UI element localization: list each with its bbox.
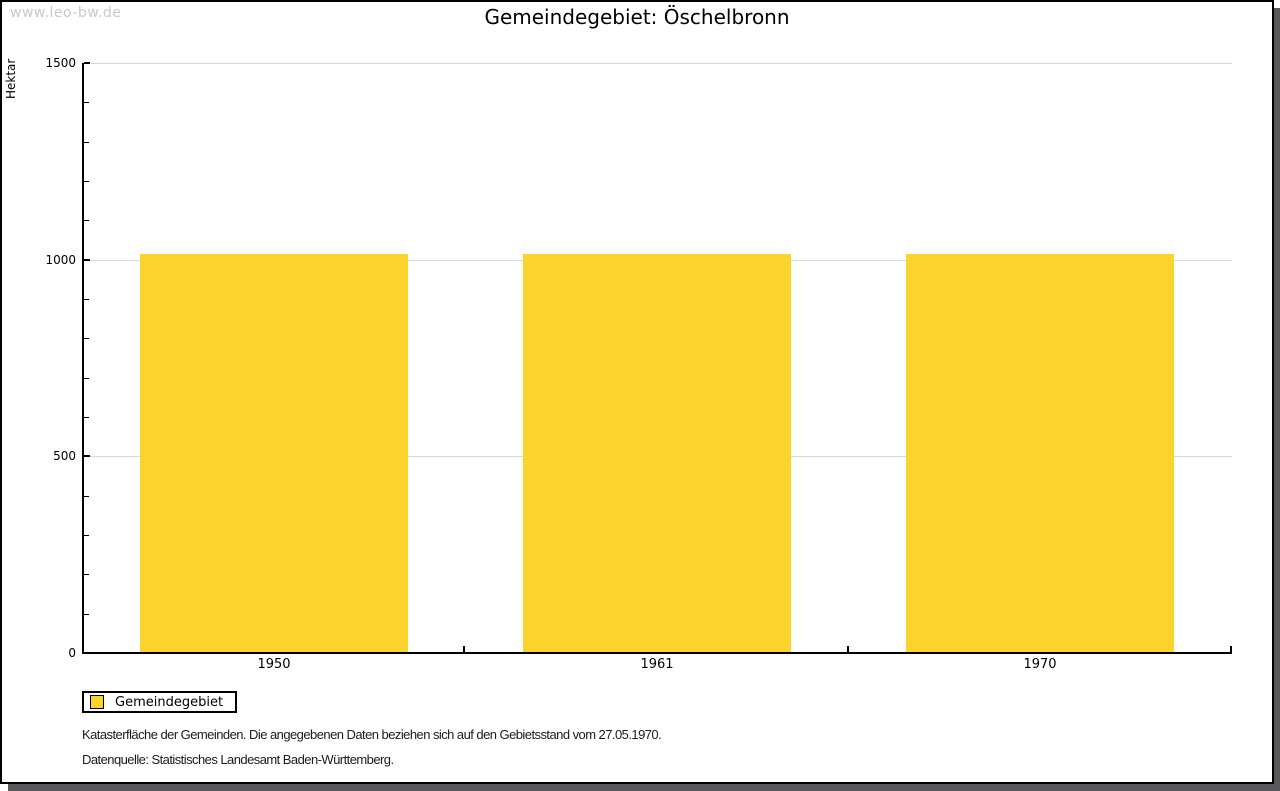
- y-axis-major-tick: [84, 455, 90, 457]
- y-axis-major-tick: [84, 62, 90, 64]
- y-axis-minor-tick: [84, 378, 89, 379]
- y-axis-minor-tick: [84, 142, 89, 143]
- x-axis-boundary-tick: [463, 646, 465, 653]
- y-axis-major-tick: [84, 652, 90, 654]
- x-axis-line: [82, 652, 1232, 654]
- gridline: [83, 63, 1232, 64]
- x-axis-tick-label: 1961: [640, 657, 674, 672]
- x-axis-tick-label: 1950: [257, 657, 291, 672]
- plot-area: 0 500 1000 1500 1950 1961 1970: [2, 2, 1272, 782]
- legend: Gemeindegebiet: [82, 691, 238, 713]
- legend-swatch-icon: [90, 695, 104, 709]
- y-axis-minor-tick: [84, 614, 89, 615]
- y-axis-tick-label: 1500: [45, 56, 76, 70]
- y-axis-tick-label: 1000: [45, 253, 76, 267]
- y-axis-minor-tick: [84, 535, 89, 536]
- y-axis-minor-tick: [84, 181, 89, 182]
- footnote-source-description: Katasterfläche der Gemeinden. Die angege…: [82, 727, 662, 742]
- y-axis-minor-tick: [84, 574, 89, 575]
- x-axis-tick-label: 1970: [1023, 657, 1057, 672]
- y-axis-major-tick: [84, 259, 90, 261]
- y-axis-minor-tick: [84, 496, 89, 497]
- bar-1961: [523, 254, 791, 653]
- footnote-data-source: Datenquelle: Statistisches Landesamt Bad…: [82, 752, 394, 767]
- x-axis-boundary-tick: [847, 646, 849, 653]
- y-axis-minor-tick: [84, 102, 89, 103]
- y-axis-minor-tick: [84, 299, 89, 300]
- y-axis-minor-tick: [84, 417, 89, 418]
- y-axis-minor-tick: [84, 220, 89, 221]
- y-axis-tick-label: 500: [53, 449, 76, 463]
- watermark-text: www.leo-bw.de: [10, 5, 122, 21]
- bar-1950: [140, 254, 408, 653]
- chart-title: Gemeindegebiet: Öschelbronn: [484, 5, 790, 29]
- y-axis-line: [82, 63, 84, 653]
- y-axis-tick-label: 0: [68, 646, 76, 660]
- bar-1970: [906, 254, 1174, 653]
- x-axis-boundary-tick: [1230, 646, 1232, 653]
- y-axis-minor-tick: [84, 338, 89, 339]
- legend-label: Gemeindegebiet: [115, 694, 224, 710]
